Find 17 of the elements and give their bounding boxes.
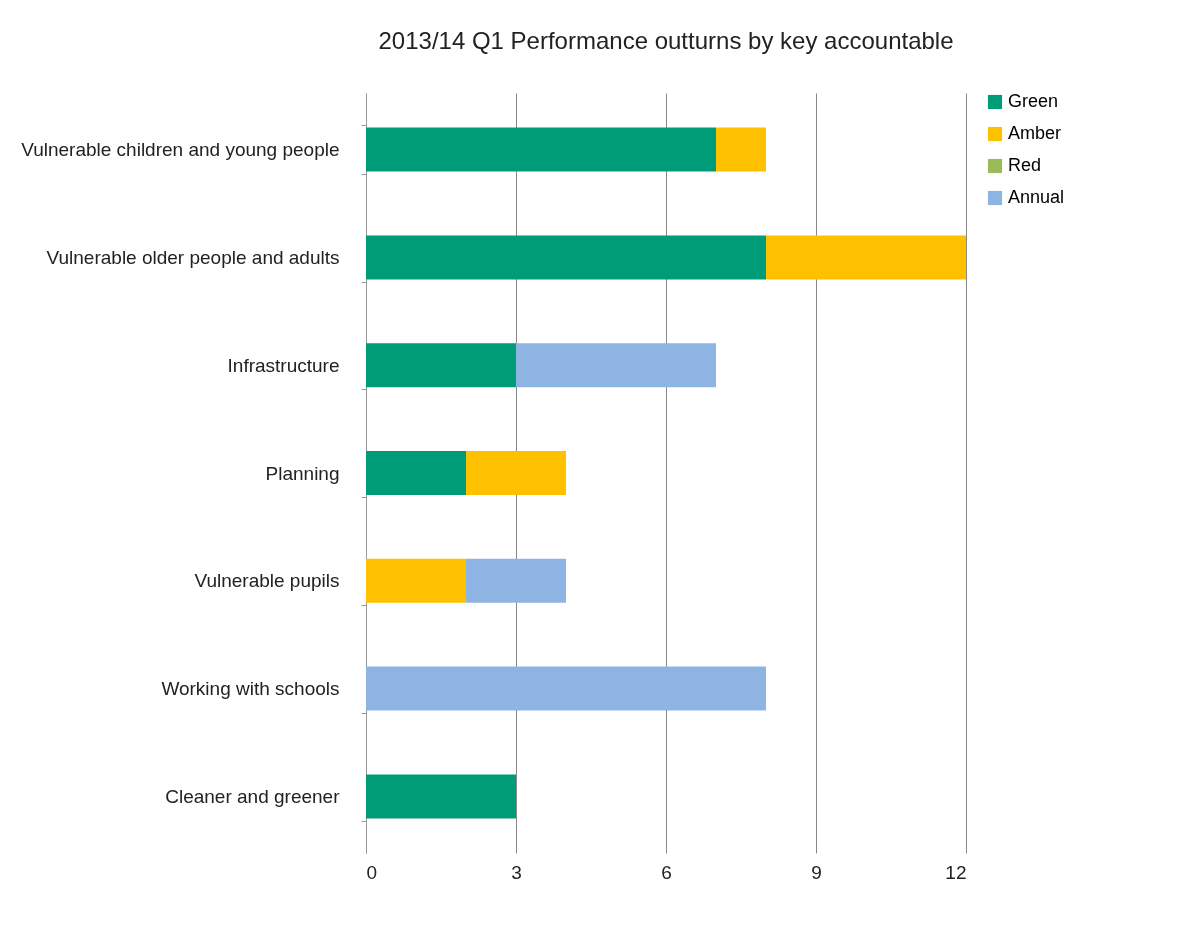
y-tick-label: Working with schools — [161, 678, 340, 700]
y-tick-label: Infrastructure — [227, 354, 340, 376]
y-tick-label: Cleaner and greener — [165, 785, 341, 807]
y-tick-label: Vulnerable older people and adults — [46, 246, 340, 268]
x-tick-label: 9 — [811, 861, 822, 883]
x-tick-label: 0 — [366, 861, 378, 883]
legend-label: Annual — [1008, 187, 1065, 207]
x-tick-label: 12 — [945, 861, 967, 883]
x-tick-label: 6 — [661, 861, 672, 883]
legend-label: Red — [1008, 155, 1042, 175]
y-tick-label: Vulnerable children and young people — [21, 139, 340, 161]
chart-title: 2013/14 Q1 Performance outturns by key accountable — [378, 27, 954, 54]
y-tick-label: Planning — [265, 462, 340, 484]
legend-label: Amber — [1008, 123, 1062, 143]
x-tick-label: 3 — [511, 861, 522, 883]
legend-label: Green — [1008, 91, 1059, 111]
y-tick-label: Vulnerable pupils — [194, 570, 340, 592]
